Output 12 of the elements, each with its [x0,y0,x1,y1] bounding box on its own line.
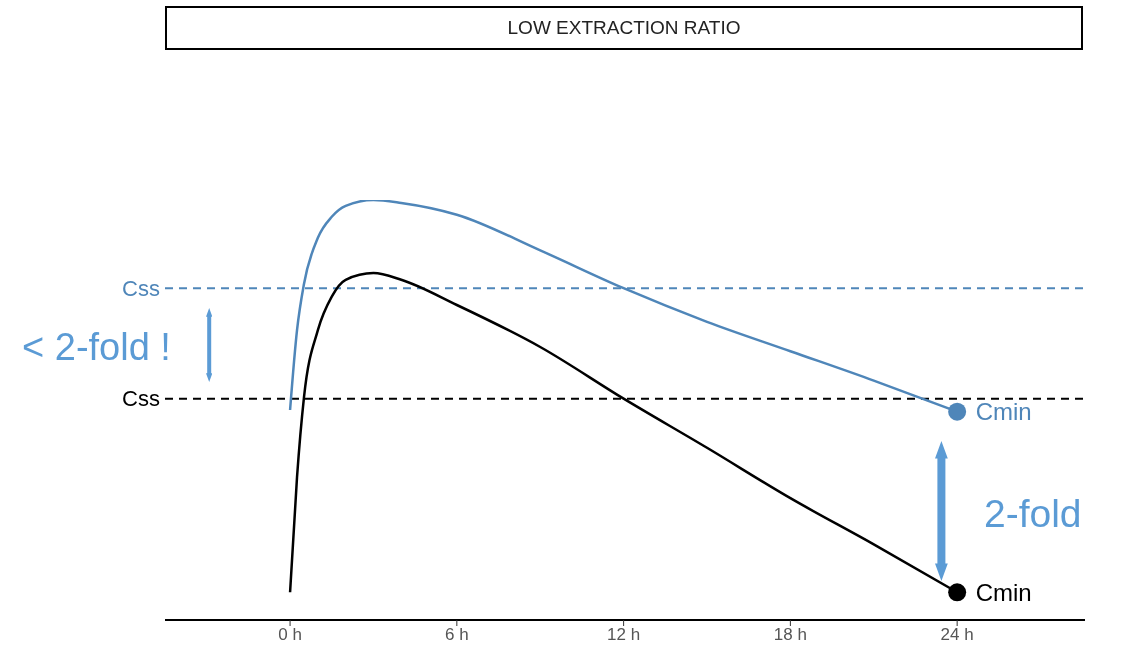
chart-title: LOW EXTRACTION RATIO [165,6,1083,50]
annotation: < 2-fold ! [22,326,171,369]
ref-line-label: Css [122,276,160,302]
x-tick-label: 6 h [445,625,469,645]
ref-line-label: Css [122,386,160,412]
x-tick-label: 0 h [278,625,302,645]
x-tick-label: 24 h [940,625,974,645]
annotation: 2-fold [984,492,1082,536]
x-tick-label: 18 h [773,625,807,645]
series-label: Cmin [975,578,1032,606]
x-tick-label: 12 h [607,625,641,645]
series-label: Cmin [975,398,1032,426]
